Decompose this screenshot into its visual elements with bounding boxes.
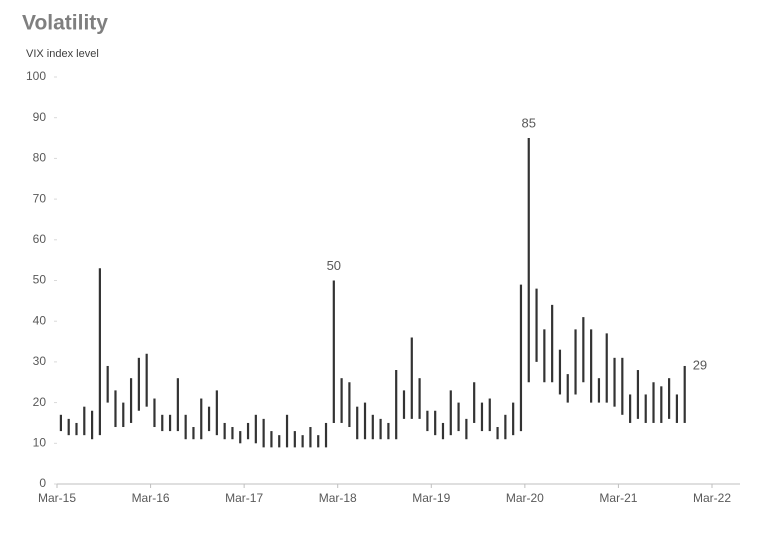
y-tick-label: 90 (33, 110, 47, 124)
x-tick-label: Mar-20 (506, 491, 544, 505)
y-tick-label: 80 (33, 151, 47, 165)
y-tick-label: 60 (33, 232, 47, 246)
annotation: 29 (693, 357, 707, 372)
y-tick-label: 40 (33, 313, 47, 327)
y-tick-label: 100 (26, 69, 46, 83)
y-tick-label: 50 (33, 273, 47, 287)
x-tick-label: Mar-17 (225, 491, 263, 505)
annotation: 85 (522, 115, 536, 130)
annotation: 50 (327, 258, 341, 273)
y-tick-label: 10 (33, 435, 47, 449)
chart-subtitle: VIX index level (26, 48, 99, 60)
x-tick-label: Mar-19 (412, 491, 450, 505)
chart-title: Volatility (22, 12, 108, 35)
y-tick-label: 70 (33, 191, 47, 205)
y-tick-label: 20 (33, 395, 47, 409)
x-tick-label: Mar-16 (132, 491, 170, 505)
x-tick-label: Mar-15 (38, 491, 76, 505)
x-tick-label: Mar-22 (693, 491, 731, 505)
x-tick-label: Mar-18 (319, 491, 357, 505)
x-tick-label: Mar-21 (599, 491, 637, 505)
y-tick-label: 30 (33, 354, 47, 368)
y-tick-label: 0 (39, 476, 46, 490)
